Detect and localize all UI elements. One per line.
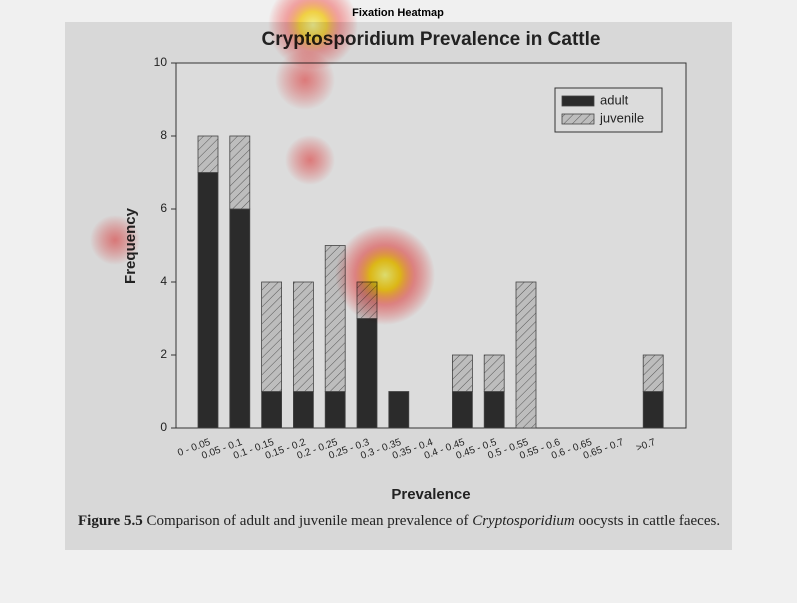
bar-segment [642,354,664,392]
bar-segment [197,135,219,173]
bar-segment [483,391,505,429]
bar-segment [324,391,346,429]
fixation-blob [285,135,335,185]
bar-segment [261,391,283,429]
y-tick-label: 4 [160,274,167,288]
bar-segment [292,391,314,429]
bar-segment [292,281,314,392]
bar-segment [229,135,251,210]
legend-box [554,87,663,133]
legend-label: juvenile [599,110,644,125]
y-tick-label: 6 [160,201,167,215]
legend-label: adult [600,92,629,107]
caption-italic: Cryptosporidium [472,513,575,529]
fixation-blob [275,50,335,110]
legend-swatch [561,95,595,107]
legend-swatch [561,113,595,125]
bar-segment [229,208,251,429]
caption-text: Comparison of adult and juvenile mean pr… [146,513,468,529]
bar-segment [451,391,473,429]
page-title: Fixation Heatmap [352,7,444,19]
bar-segment [388,391,410,429]
y-tick-label: 10 [154,55,168,69]
bar-segment [451,354,473,392]
y-tick-label: 0 [160,420,167,434]
y-tick-label: 2 [160,347,167,361]
fixation-blob [268,0,358,70]
caption-label: Figure 5.5 [78,513,143,529]
bar-segment [261,281,283,392]
bar-segment [642,391,664,429]
bar-segment [483,354,505,392]
x-axis-label: Prevalence [391,486,470,503]
fixation-blob [335,225,435,325]
heatmap [90,0,435,325]
fixation-blob [90,215,140,265]
legend: adult juvenile [554,87,663,133]
caption: Figure 5.5 Comparison of adult and juven… [78,513,720,529]
y-tick-label: 8 [160,128,167,142]
caption-text: oocysts in cattle faeces. [578,513,720,529]
bar-segment [356,318,378,429]
bar-segment [515,281,537,429]
bar-segment [197,172,219,429]
